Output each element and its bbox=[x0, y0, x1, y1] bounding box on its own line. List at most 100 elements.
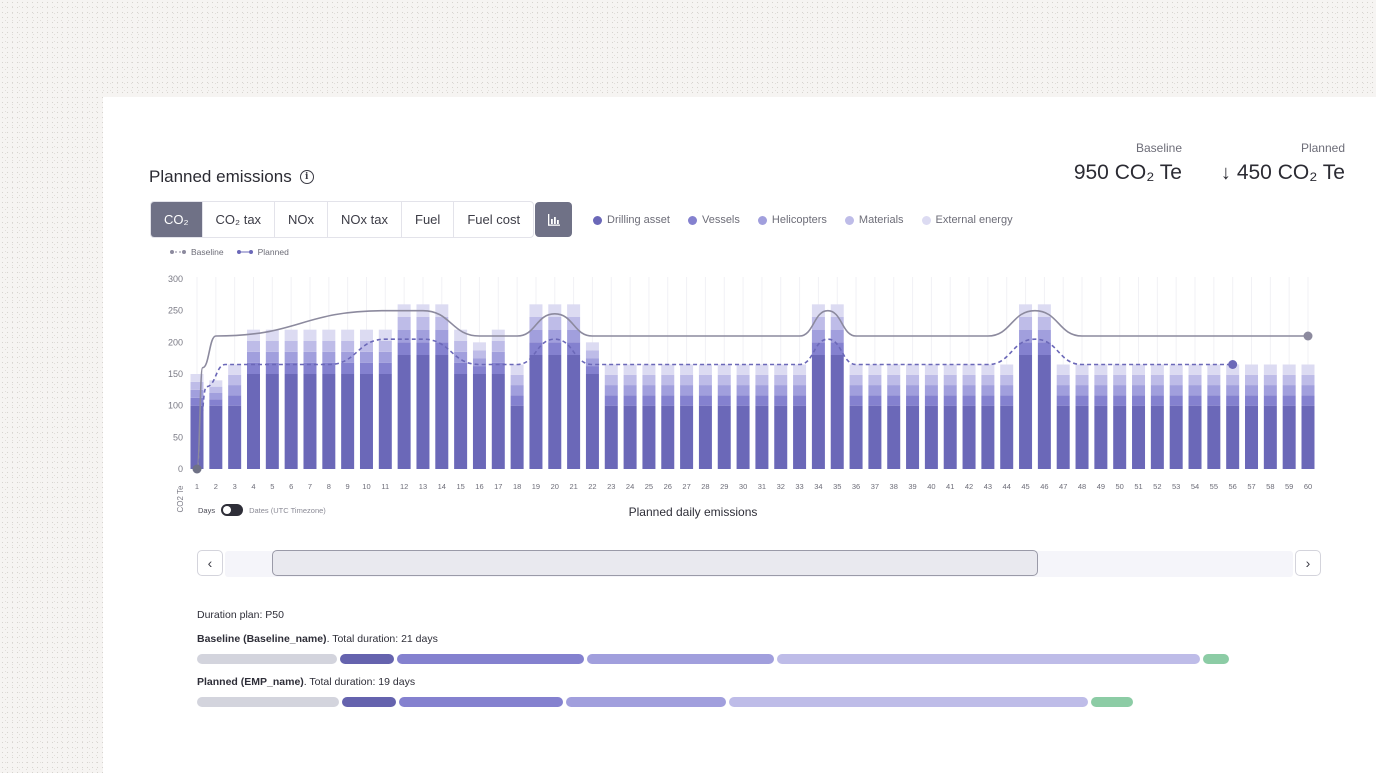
legend-label: Vessels bbox=[701, 214, 740, 226]
tab-co2[interactable]: CO₂ bbox=[151, 202, 203, 237]
bar-segment bbox=[472, 366, 486, 374]
bar-segment bbox=[755, 405, 769, 469]
timeline-segment[interactable] bbox=[1091, 697, 1133, 707]
bar-segment bbox=[868, 374, 882, 386]
bar-segment bbox=[604, 385, 618, 396]
tab-nox-tax[interactable]: NOx tax bbox=[328, 202, 403, 237]
scroll-right-button[interactable]: › bbox=[1295, 550, 1321, 576]
x-tick-label: 39 bbox=[908, 482, 916, 491]
bar-segment bbox=[472, 350, 486, 359]
bar-segment bbox=[623, 374, 637, 386]
x-tick-label: 37 bbox=[871, 482, 879, 491]
bar-segment bbox=[1263, 405, 1277, 469]
timeline-segment[interactable] bbox=[1203, 654, 1229, 664]
bar-segment bbox=[981, 374, 995, 386]
bar-segment bbox=[1113, 405, 1127, 469]
bar-segment bbox=[623, 385, 637, 396]
timeline-segment[interactable] bbox=[566, 697, 726, 707]
tab-nox[interactable]: NOx bbox=[275, 202, 329, 237]
bar-segment bbox=[849, 385, 863, 396]
info-icon[interactable]: i bbox=[299, 170, 314, 184]
x-tick-label: 41 bbox=[946, 482, 954, 491]
timeline-segment[interactable] bbox=[340, 654, 394, 664]
legend-label: Drilling asset bbox=[607, 214, 670, 226]
scroll-thumb[interactable] bbox=[272, 550, 1038, 576]
bar-segment bbox=[680, 395, 694, 406]
x-tick-label: 57 bbox=[1247, 482, 1255, 491]
legend-helicopters[interactable]: Helicopters bbox=[757, 214, 827, 226]
axis-mode-toggle[interactable] bbox=[221, 504, 244, 516]
bar-segment bbox=[642, 374, 656, 386]
legend-drilling-asset[interactable]: Drilling asset bbox=[593, 214, 670, 226]
bar-segment bbox=[962, 405, 976, 469]
bar-segment bbox=[1169, 395, 1183, 406]
bar-chart-icon bbox=[547, 213, 560, 226]
legend-materials[interactable]: Materials bbox=[844, 214, 904, 226]
baseline-value: 950 CO₂ Te bbox=[1073, 161, 1182, 184]
bar-segment bbox=[830, 329, 844, 343]
baseline-timeline bbox=[197, 654, 1229, 664]
bar-segment bbox=[661, 374, 675, 386]
bar-segment bbox=[1056, 395, 1070, 406]
bar-segment bbox=[322, 362, 336, 374]
x-tick-label: 18 bbox=[513, 482, 521, 491]
bar-segment bbox=[1188, 395, 1202, 406]
timeline-segment[interactable] bbox=[777, 654, 1200, 664]
chart-type-button[interactable] bbox=[535, 202, 572, 237]
bar-segment bbox=[849, 395, 863, 406]
timeline-segment[interactable] bbox=[587, 654, 774, 664]
bar-segment bbox=[472, 374, 486, 469]
legend-dot bbox=[593, 215, 602, 225]
timeline-segment[interactable] bbox=[342, 697, 396, 707]
legend-external-energy[interactable]: External energy bbox=[921, 214, 1013, 226]
x-tick-label: 23 bbox=[607, 482, 615, 491]
bar-segment bbox=[962, 364, 976, 375]
bar-segment bbox=[284, 374, 298, 469]
bar-segment bbox=[1094, 364, 1108, 375]
timeline-segment[interactable] bbox=[197, 654, 337, 664]
tab-fuel[interactable]: Fuel bbox=[402, 202, 455, 237]
x-tick-label: 36 bbox=[852, 482, 860, 491]
bar-segment bbox=[190, 389, 204, 398]
bar-segment bbox=[604, 364, 618, 375]
bar-segment bbox=[1150, 364, 1164, 375]
bar-segment bbox=[246, 362, 260, 374]
bar-segment bbox=[1245, 395, 1259, 406]
bar-segment bbox=[491, 374, 505, 469]
bar-segment bbox=[322, 351, 336, 363]
bar-segment bbox=[548, 342, 562, 355]
scroll-left-button[interactable]: ‹ bbox=[197, 550, 223, 576]
bar-segment bbox=[793, 405, 807, 469]
bar-segment bbox=[1245, 385, 1259, 396]
tab-fuel-cost[interactable]: Fuel cost bbox=[467, 212, 521, 227]
bar-segment bbox=[435, 342, 449, 355]
bar-segment bbox=[359, 362, 373, 374]
x-tick-label: 29 bbox=[720, 482, 728, 491]
bar-segment bbox=[811, 355, 825, 469]
tab-co2-tax[interactable]: CO₂ tax bbox=[203, 202, 276, 237]
bar-segment bbox=[510, 405, 524, 469]
bar-segment bbox=[661, 405, 675, 469]
bar-segment bbox=[906, 364, 920, 375]
bar-segment bbox=[491, 351, 505, 363]
bar-segment bbox=[868, 405, 882, 469]
bar-segment bbox=[209, 380, 223, 387]
bar-segment bbox=[1019, 329, 1033, 343]
timeline-segment[interactable] bbox=[729, 697, 1088, 707]
x-tick-label: 38 bbox=[890, 482, 898, 491]
timeline-segment[interactable] bbox=[397, 654, 584, 664]
bar-segment bbox=[887, 364, 901, 375]
timeline-segment[interactable] bbox=[399, 697, 563, 707]
bar-segment bbox=[585, 358, 599, 367]
bar-segment bbox=[793, 374, 807, 386]
bar-segment bbox=[341, 351, 355, 363]
bar-segment bbox=[510, 385, 524, 396]
bar-segment bbox=[1245, 405, 1259, 469]
legend-dot bbox=[687, 215, 697, 225]
bar-segment bbox=[698, 374, 712, 386]
planned-duration-total: . Total duration: 19 days bbox=[303, 676, 416, 688]
timeline-segment[interactable] bbox=[197, 697, 339, 707]
bar-segment bbox=[585, 350, 599, 359]
x-tick-label: 28 bbox=[701, 482, 709, 491]
legend-vessels[interactable]: Vessels bbox=[687, 214, 740, 226]
